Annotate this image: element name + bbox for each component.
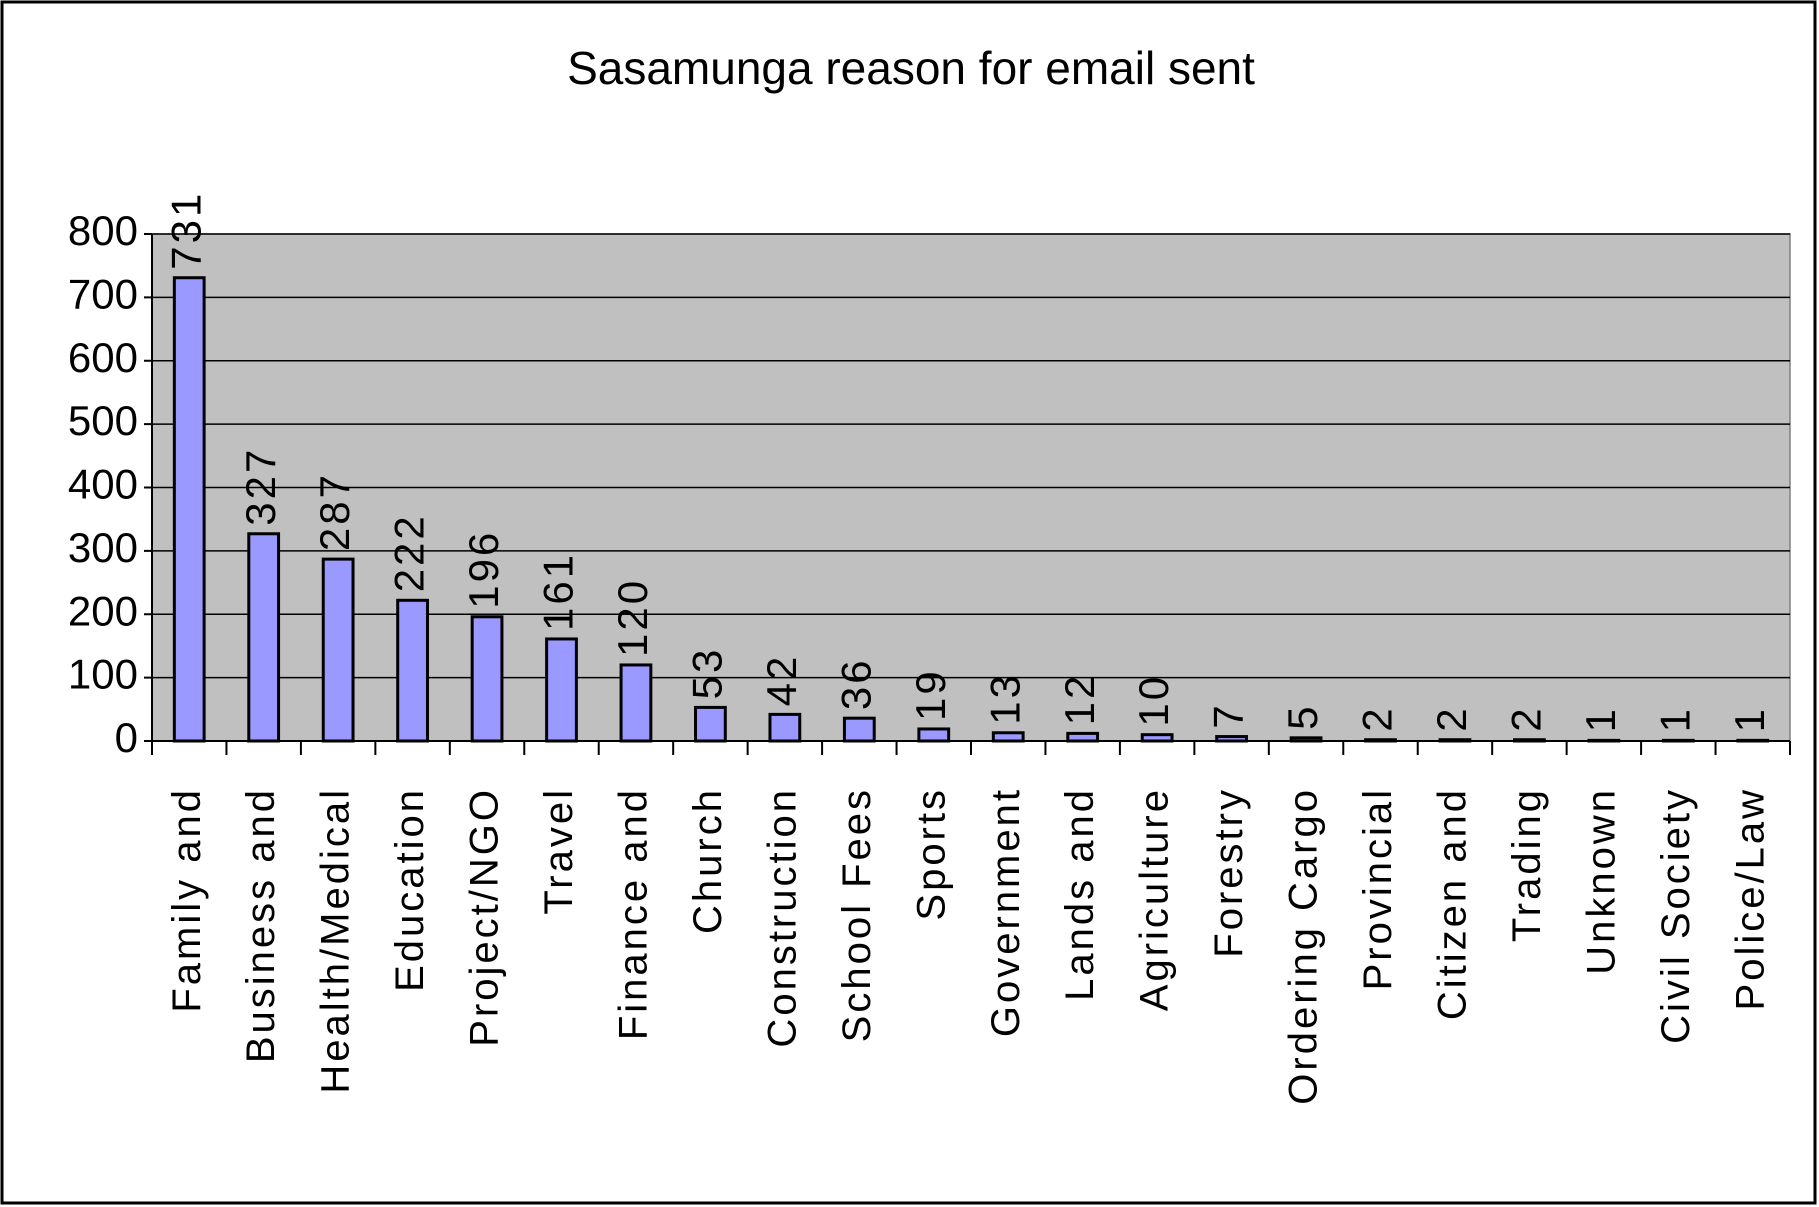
- x-tick-label: Ordering Cargo: [1282, 787, 1326, 1105]
- bar: [1661, 738, 1695, 743]
- bar: [1066, 731, 1100, 743]
- value-label: 1: [1651, 706, 1698, 732]
- chart-title: Sasamunga reason for email sent: [567, 42, 1255, 94]
- x-tick-label: Construction: [760, 787, 804, 1048]
- bar: [1438, 738, 1472, 743]
- x-tick-label: Trading: [1505, 787, 1549, 942]
- value-label: 7: [1205, 702, 1252, 728]
- y-tick-label: 700: [68, 270, 138, 317]
- x-tick-label: Agriculture: [1133, 787, 1177, 1011]
- value-label: 120: [609, 578, 656, 657]
- value-label: 196: [460, 530, 507, 609]
- x-tick-label: Citizen and: [1431, 787, 1475, 1020]
- y-tick-label: 300: [68, 524, 138, 571]
- value-label: 1: [1577, 706, 1624, 732]
- value-label: 2: [1354, 705, 1401, 731]
- bar: [917, 727, 951, 743]
- y-tick-label: 800: [68, 207, 138, 254]
- x-tick-label: Project/NGO: [463, 787, 507, 1047]
- y-tick-label: 500: [68, 397, 138, 444]
- y-tick-label: 100: [68, 651, 138, 698]
- bar: [247, 532, 281, 743]
- value-label: 10: [1130, 674, 1177, 727]
- bar: [470, 615, 504, 743]
- y-tick-label: 0: [115, 714, 138, 761]
- x-tick-label: Unknown: [1579, 787, 1623, 975]
- value-label: 2: [1428, 705, 1475, 731]
- bar: [694, 705, 727, 743]
- x-tick-label: Travel: [537, 787, 581, 915]
- x-tick-label: Business and: [239, 787, 283, 1063]
- value-label: 287: [311, 472, 358, 551]
- bar: [1587, 738, 1621, 743]
- x-tick-label: Sports: [909, 787, 953, 921]
- value-label: 13: [981, 672, 1028, 725]
- x-tick-label: School Fees: [835, 787, 879, 1042]
- x-tick-label: Church: [686, 787, 730, 934]
- value-label: 1: [1726, 706, 1773, 732]
- value-label: 42: [758, 654, 805, 707]
- x-tick-label: Police/Law: [1728, 787, 1772, 1010]
- bar: [172, 276, 206, 743]
- bar: [1513, 738, 1546, 743]
- x-tick-label: Lands and: [1058, 787, 1102, 1001]
- x-tick-label: Education: [388, 787, 432, 992]
- value-label: 222: [386, 513, 433, 592]
- bar: [321, 557, 355, 743]
- value-label: 12: [1056, 673, 1103, 726]
- bar: [842, 716, 876, 743]
- x-tick-label: Finance and: [612, 787, 656, 1040]
- x-tick-label: Civil Society: [1654, 787, 1698, 1044]
- value-label: 731: [162, 191, 209, 270]
- x-tick-label: Provincial: [1356, 787, 1400, 990]
- y-tick-label: 200: [68, 587, 138, 634]
- bar: [396, 598, 429, 743]
- x-tick-label: Forestry: [1207, 787, 1251, 958]
- bar: [1364, 738, 1397, 743]
- bar: [1215, 735, 1248, 743]
- x-tick-label: Health/Medical: [314, 787, 358, 1094]
- x-tick-label: Government: [984, 787, 1028, 1037]
- bar: [768, 712, 802, 743]
- bar: [619, 663, 653, 743]
- value-label: 36: [832, 657, 879, 710]
- value-label: 53: [684, 647, 731, 700]
- bar: [545, 637, 578, 743]
- value-label: 327: [237, 447, 284, 526]
- y-tick-label: 400: [68, 461, 138, 508]
- bar: [991, 731, 1025, 743]
- value-label: 161: [535, 552, 582, 631]
- bar: [1289, 736, 1323, 743]
- bar: [1140, 733, 1174, 743]
- bar: [1736, 738, 1770, 743]
- x-tick-label: Family and: [165, 787, 209, 1013]
- value-label: 2: [1503, 705, 1550, 731]
- value-label: 19: [907, 668, 954, 721]
- y-tick-label: 600: [68, 334, 138, 381]
- value-label: 5: [1279, 703, 1326, 729]
